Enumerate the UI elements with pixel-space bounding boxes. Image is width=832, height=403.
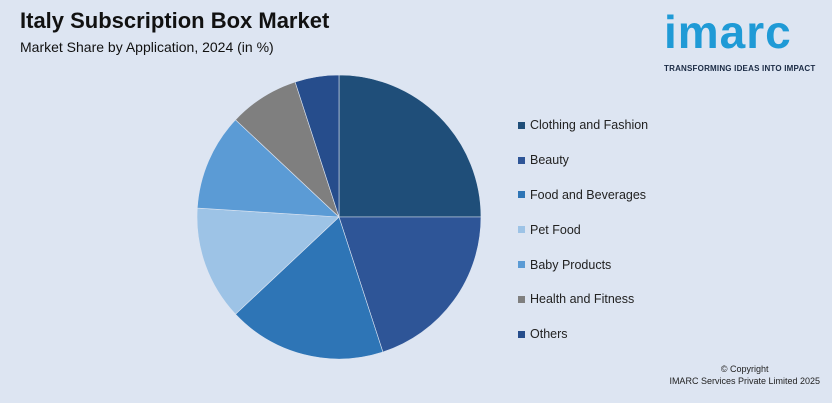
legend-label: Pet Food (530, 222, 581, 237)
legend-label: Clothing and Fashion (530, 118, 649, 133)
pie-slice-beauty (338, 216, 482, 353)
legend-swatch (518, 156, 525, 164)
chart-subtitle: Market Share by Application, 2024 (in %) (20, 39, 274, 55)
logo-tagline: TRANSFORMING IDEAS INTO IMPACT (664, 64, 816, 73)
legend-swatch (518, 121, 525, 129)
legend-item-others: Others (518, 317, 648, 352)
chart-title: Italy Subscription Box Market (20, 8, 330, 33)
copyright-line: © Copyright (720, 364, 769, 374)
legend-item-beauty: Beauty (518, 143, 648, 178)
pie-slice-others (294, 74, 340, 218)
legend-label: Beauty (530, 153, 569, 168)
legend-item-clothing-and-fashion: Clothing and Fashion (518, 108, 648, 143)
legend-item-food-and-beverages: Food and Beverages (518, 178, 648, 213)
chart-legend: Clothing and Fashion Beauty Food and Bever… (518, 108, 648, 352)
legend-label: Others (530, 327, 568, 342)
legend-label: Food and Beverages (530, 187, 647, 202)
legend-label: Baby Products (530, 257, 612, 272)
pie-slice-clothing-and-fashion (338, 74, 482, 218)
copyright-notice: © Copyright IMARC Services Private Limit… (669, 363, 820, 387)
pie-slice-pet-food (196, 207, 340, 315)
legend-swatch (518, 191, 525, 199)
pie-slice-food-and-beverages (235, 216, 384, 360)
legend-swatch (518, 261, 525, 269)
legend-swatch (518, 295, 525, 303)
legend-swatch (518, 226, 525, 234)
legend-item-health-and-fitness: Health and Fitness (518, 282, 648, 317)
legend-item-baby-products: Baby Products (518, 247, 648, 282)
copyright-company: IMARC Services Private Limited 2025 (669, 376, 820, 386)
pie-slice-baby-products (196, 119, 340, 218)
legend-label: Health and Fitness (530, 292, 635, 307)
imarc-logo: imarc TRANSFORMING IDEAS INTO IMPACT (664, 6, 824, 76)
legend-item-pet-food: Pet Food (518, 212, 648, 247)
legend-swatch (518, 330, 525, 338)
logo-wordmark: imarc (664, 6, 792, 58)
